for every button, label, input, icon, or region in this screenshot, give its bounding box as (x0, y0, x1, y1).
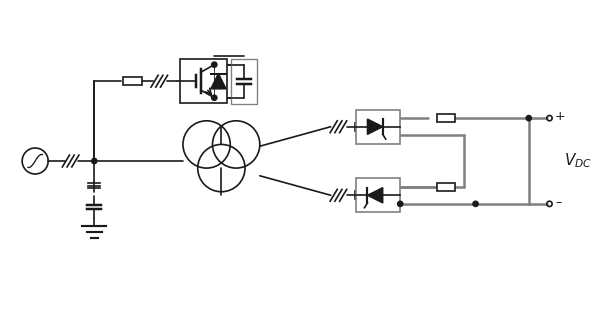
Text: $V_{DC}$: $V_{DC}$ (564, 152, 592, 170)
Bar (180, 59, 227, 103)
Circle shape (92, 158, 97, 164)
Text: +: + (555, 110, 570, 123)
Bar (231, 59, 257, 104)
Circle shape (473, 201, 478, 206)
Circle shape (211, 62, 217, 67)
Bar (123, 77, 142, 85)
Polygon shape (367, 188, 383, 203)
Bar (437, 114, 455, 122)
Polygon shape (211, 73, 226, 89)
Bar (355, 192, 371, 199)
Circle shape (398, 201, 403, 206)
Circle shape (211, 95, 217, 100)
Polygon shape (367, 119, 383, 134)
Bar (356, 178, 400, 213)
Bar (437, 183, 455, 191)
Bar (356, 109, 400, 144)
Bar (355, 123, 371, 130)
Text: –: – (555, 196, 562, 209)
Circle shape (526, 116, 531, 121)
